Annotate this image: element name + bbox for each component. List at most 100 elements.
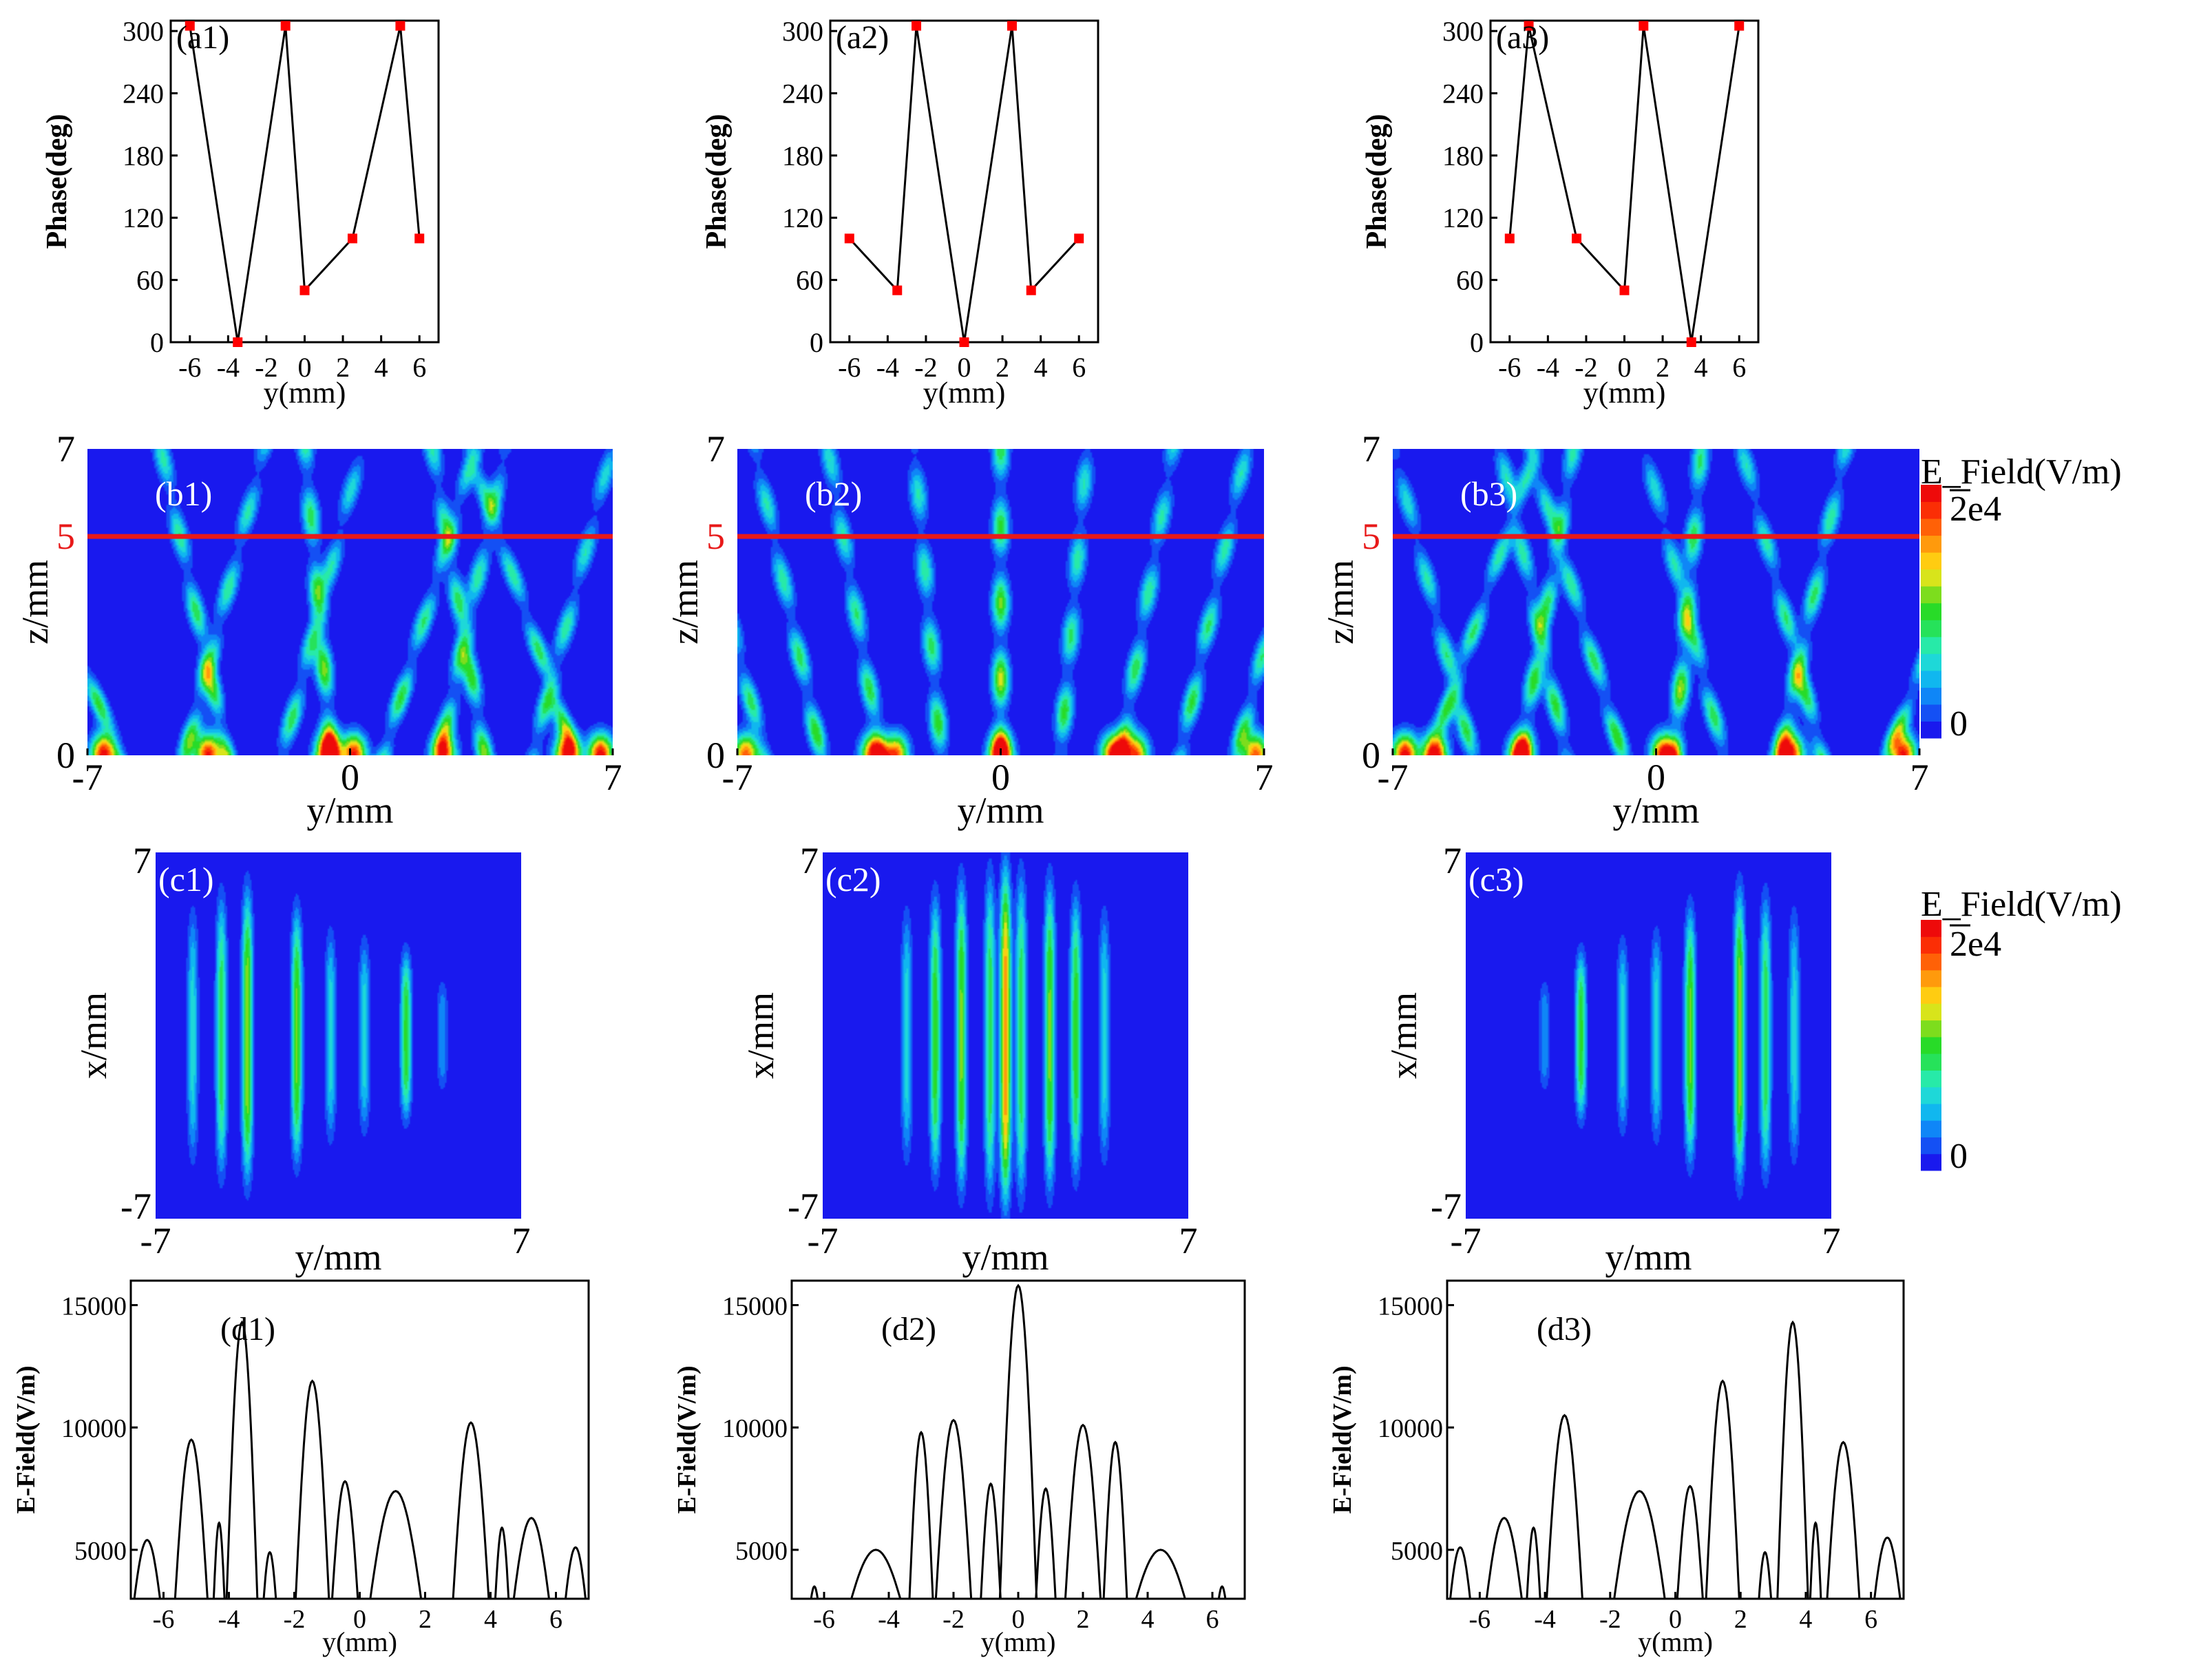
x-tick-label: -6: [838, 352, 861, 383]
x-tick-label: 7: [1255, 757, 1274, 798]
x-axis-title: y(mm): [1583, 376, 1666, 410]
y-tick-label: 240: [782, 78, 823, 109]
colorbar: E_Field(V/m)2e4 0: [1921, 885, 2122, 1176]
x-tick-label: -4: [876, 352, 899, 383]
y-tick-label: 7: [133, 840, 151, 881]
x-tick-label: 0: [1669, 1605, 1682, 1634]
x-axis-title: y/mm: [1612, 790, 1699, 831]
y-tick-label: 300: [1442, 16, 1484, 47]
x-tick-label: -7: [1451, 1220, 1482, 1261]
colorbar-segment: [1921, 704, 1941, 722]
panel-label: (a1): [176, 19, 229, 56]
x-tick-label: 0: [991, 757, 1010, 798]
phase-point-marker: [1524, 21, 1534, 31]
y-tick-label: 10000: [61, 1414, 127, 1443]
x-tick-label: 2: [419, 1605, 432, 1634]
x-tick-label: 2: [996, 352, 1009, 383]
x-tick-label: 0: [1012, 1605, 1025, 1634]
colorbar-max-label: 2e4: [1950, 490, 2001, 529]
y-tick-label: 300: [123, 16, 164, 47]
colorbar-segment: [1921, 1153, 1941, 1171]
y-tick-label: 7: [1362, 428, 1380, 470]
y-axis-title: Phase(deg): [1361, 114, 1393, 249]
phase-point-marker: [912, 21, 922, 31]
x-tick-label: -4: [1534, 1605, 1556, 1634]
colorbar-segment: [1921, 1070, 1941, 1088]
colorbar-segment: [1921, 1020, 1941, 1038]
x-tick-label: -2: [914, 352, 937, 383]
x-axis-title: y(mm): [923, 376, 1006, 410]
x-axis-title: y/mm: [1605, 1237, 1692, 1278]
phase-point-marker: [1734, 21, 1745, 31]
phase-point-marker: [414, 233, 425, 244]
x-axis-title: y(mm): [1638, 1626, 1713, 1657]
x-tick-label: -7: [808, 1220, 839, 1261]
x-axis-title: y/mm: [295, 1237, 381, 1278]
y-tick-label: 7: [1443, 840, 1462, 881]
colorbar-segment: [1921, 1137, 1941, 1155]
x-tick-label: 0: [1647, 757, 1665, 798]
cut-plane-label: 5: [706, 516, 725, 557]
colorbar-segment: [1921, 953, 1941, 971]
x-tick-label: 7: [1910, 757, 1929, 798]
x-axis-title: y(mm): [322, 1626, 397, 1657]
x-tick-label: -6: [1498, 352, 1521, 383]
phase-point-marker: [1572, 233, 1582, 244]
y-axis-title: E-Field(V/m): [1328, 1365, 1357, 1513]
x-tick-label: 4: [1141, 1605, 1155, 1634]
x-tick-label: -7: [72, 757, 103, 798]
x-tick-label: 0: [1618, 352, 1632, 383]
colorbar-segment: [1921, 687, 1941, 705]
y-tick-label: 0: [810, 327, 823, 358]
y-axis-title: z/mm: [1320, 560, 1361, 644]
x-tick-label: 4: [375, 352, 388, 383]
x-tick-label: 2: [1656, 352, 1670, 383]
y-tick-label: 120: [1442, 202, 1484, 233]
phase-point-marker: [299, 285, 310, 295]
phase-point-marker: [185, 21, 195, 31]
y-tick-label: 5000: [735, 1537, 788, 1566]
x-axis-title: y(mm): [981, 1626, 1056, 1657]
y-axis-title: z/mm: [14, 560, 56, 644]
x-tick-label: -4: [1537, 352, 1559, 383]
phase-point-marker: [1639, 21, 1649, 31]
y-axis-title: Phase(deg): [701, 114, 733, 249]
x-tick-label: -2: [1575, 352, 1597, 383]
x-tick-label: 7: [512, 1220, 531, 1261]
y-tick-label: 60: [136, 265, 164, 296]
x-tick-label: -2: [1599, 1605, 1621, 1634]
y-tick-label: 15000: [722, 1292, 788, 1321]
field-heatmap-image: [156, 852, 521, 1219]
colorbar-segment: [1921, 586, 1941, 604]
x-tick-label: 6: [1864, 1605, 1877, 1634]
profile-chart-d2: -6 -4 -2 0 2 4 6 5000 10000 15000 (d2) y(mm) E-Field…: [673, 1279, 1246, 1657]
y-tick-label: 10000: [1378, 1414, 1443, 1443]
y-tick-label: 0: [150, 327, 164, 358]
y-axis-title: Phase(deg): [41, 114, 73, 249]
y-tick-label: -7: [1431, 1186, 1462, 1227]
x-tick-label: -2: [255, 352, 277, 383]
colorbar-segment: [1921, 620, 1941, 638]
efield-profile-line: [1449, 1320, 1902, 1599]
x-tick-label: 0: [341, 757, 359, 798]
colorbar-segment: [1921, 552, 1941, 570]
x-axis-title: y(mm): [264, 376, 346, 410]
y-tick-label: 7: [706, 428, 725, 470]
y-tick-label: 10000: [722, 1414, 788, 1443]
field-heatmap-image: [823, 852, 1188, 1219]
colorbar-segment: [1921, 1053, 1941, 1071]
x-tick-label: -4: [878, 1605, 900, 1634]
colorbar-segment: [1921, 721, 1941, 739]
colorbar-segment: [1921, 485, 1941, 503]
panel-label: (a3): [1496, 19, 1549, 56]
field-heatmap-image: [737, 449, 1264, 755]
x-tick-label: 6: [1072, 352, 1086, 383]
phase-point-marker: [233, 337, 243, 347]
x-tick-label: 4: [1694, 352, 1708, 383]
colorbar-segment: [1921, 987, 1941, 1004]
x-tick-label: -7: [722, 757, 753, 798]
phase-point-marker: [1026, 285, 1036, 295]
